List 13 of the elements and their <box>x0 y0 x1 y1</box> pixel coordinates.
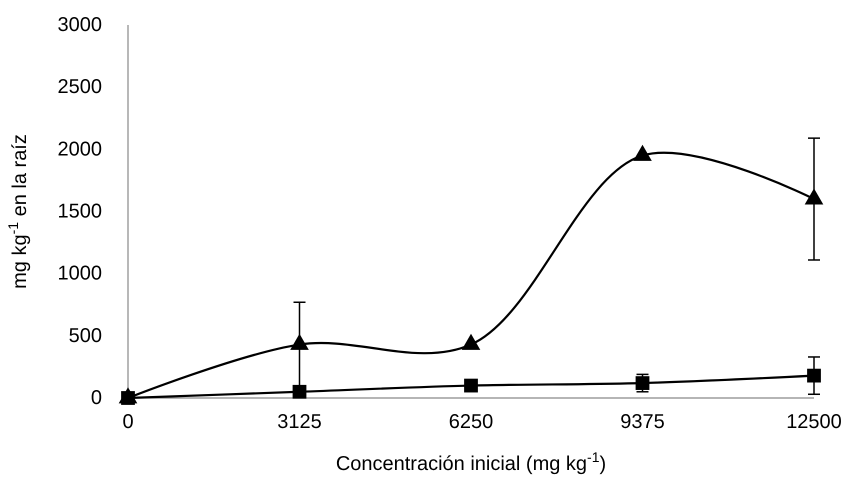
y-tick-label: 1000 <box>58 262 102 285</box>
y-tick-label: 3000 <box>58 14 102 36</box>
y-tick-label: 0 <box>90 387 102 409</box>
x-axis-title: Concentración inicial (mg kg$^{-1}$) <box>336 449 606 475</box>
y-tick-label: 500 <box>68 324 102 347</box>
x-tick-label: 9375 <box>620 411 665 433</box>
y-tick-label: 1500 <box>58 200 102 222</box>
y-tick-label: 2500 <box>58 76 102 98</box>
x-tick-label: 3125 <box>277 411 322 433</box>
y-tick-label: 2000 <box>58 138 102 160</box>
x-tick-label: 0 <box>122 411 134 433</box>
x-tick-label: 12500 <box>786 411 842 433</box>
x-tick-label: 6250 <box>448 411 494 433</box>
